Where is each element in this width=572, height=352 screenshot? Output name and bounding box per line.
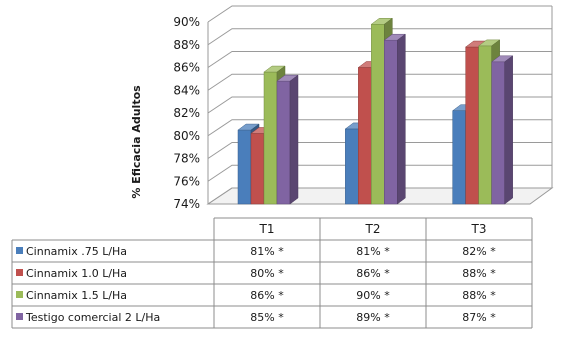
data-table: T1 T2 T3 Cinnamix .75 L/Ha 81% * 81% * 82% * Ci… xyxy=(11,217,533,329)
y-tick-label: 88% xyxy=(173,38,200,52)
data-label: 87% * xyxy=(462,311,496,324)
y-tick-label: 80% xyxy=(173,129,200,143)
chart-bars xyxy=(237,17,514,205)
data-label: 88% * xyxy=(462,267,496,280)
legend-label: Testigo comercial 2 L/Ha xyxy=(25,311,160,324)
data-label: 90% * xyxy=(356,289,390,302)
y-tick-label: 84% xyxy=(173,83,200,97)
data-label: 85% * xyxy=(250,311,284,324)
legend-label: Cinnamix 1.5 L/Ha xyxy=(26,289,127,302)
y-axis-label: % Eficacia Adultos xyxy=(130,85,143,199)
data-label: 82% * xyxy=(462,245,496,258)
gridline xyxy=(207,5,552,23)
legend-swatch xyxy=(16,291,23,298)
bar xyxy=(276,74,299,205)
gridline xyxy=(207,119,552,137)
gridline xyxy=(207,142,552,159)
y-tick-label: 74% xyxy=(173,197,200,211)
legend-swatch xyxy=(16,313,23,320)
gridline xyxy=(207,51,552,68)
x-category-label: T1 xyxy=(259,222,275,236)
data-label: 80% * xyxy=(250,267,284,280)
data-label: 86% * xyxy=(356,267,390,280)
y-tick-label: 90% xyxy=(173,15,200,29)
x-category-label: T3 xyxy=(471,222,487,236)
legend-label: Cinnamix .75 L/Ha xyxy=(26,245,127,258)
bar xyxy=(383,33,407,205)
data-label: 89% * xyxy=(356,311,390,324)
data-label: 81% * xyxy=(250,245,284,258)
legend-label: Cinnamix 1.0 L/Ha xyxy=(26,267,127,280)
gridline xyxy=(207,73,552,91)
legend-swatch xyxy=(16,269,23,276)
y-axis-ticks: 74% 76% 78% 80% 82% 84% 86% 88% 90% xyxy=(173,15,200,211)
data-label: 88% * xyxy=(462,289,496,302)
y-tick-label: 76% xyxy=(173,174,200,188)
y-tick-label: 86% xyxy=(173,61,200,75)
gridline xyxy=(207,187,552,205)
legend-swatch xyxy=(16,247,23,254)
data-label: 86% * xyxy=(250,289,284,302)
y-tick-label: 82% xyxy=(173,106,200,120)
x-category-label: T2 xyxy=(365,222,381,236)
gridline xyxy=(207,164,552,182)
gridline xyxy=(207,96,552,114)
y-tick-label: 78% xyxy=(173,152,200,166)
bar xyxy=(490,55,514,205)
data-label: 81% * xyxy=(356,245,390,258)
gridline xyxy=(207,28,552,46)
